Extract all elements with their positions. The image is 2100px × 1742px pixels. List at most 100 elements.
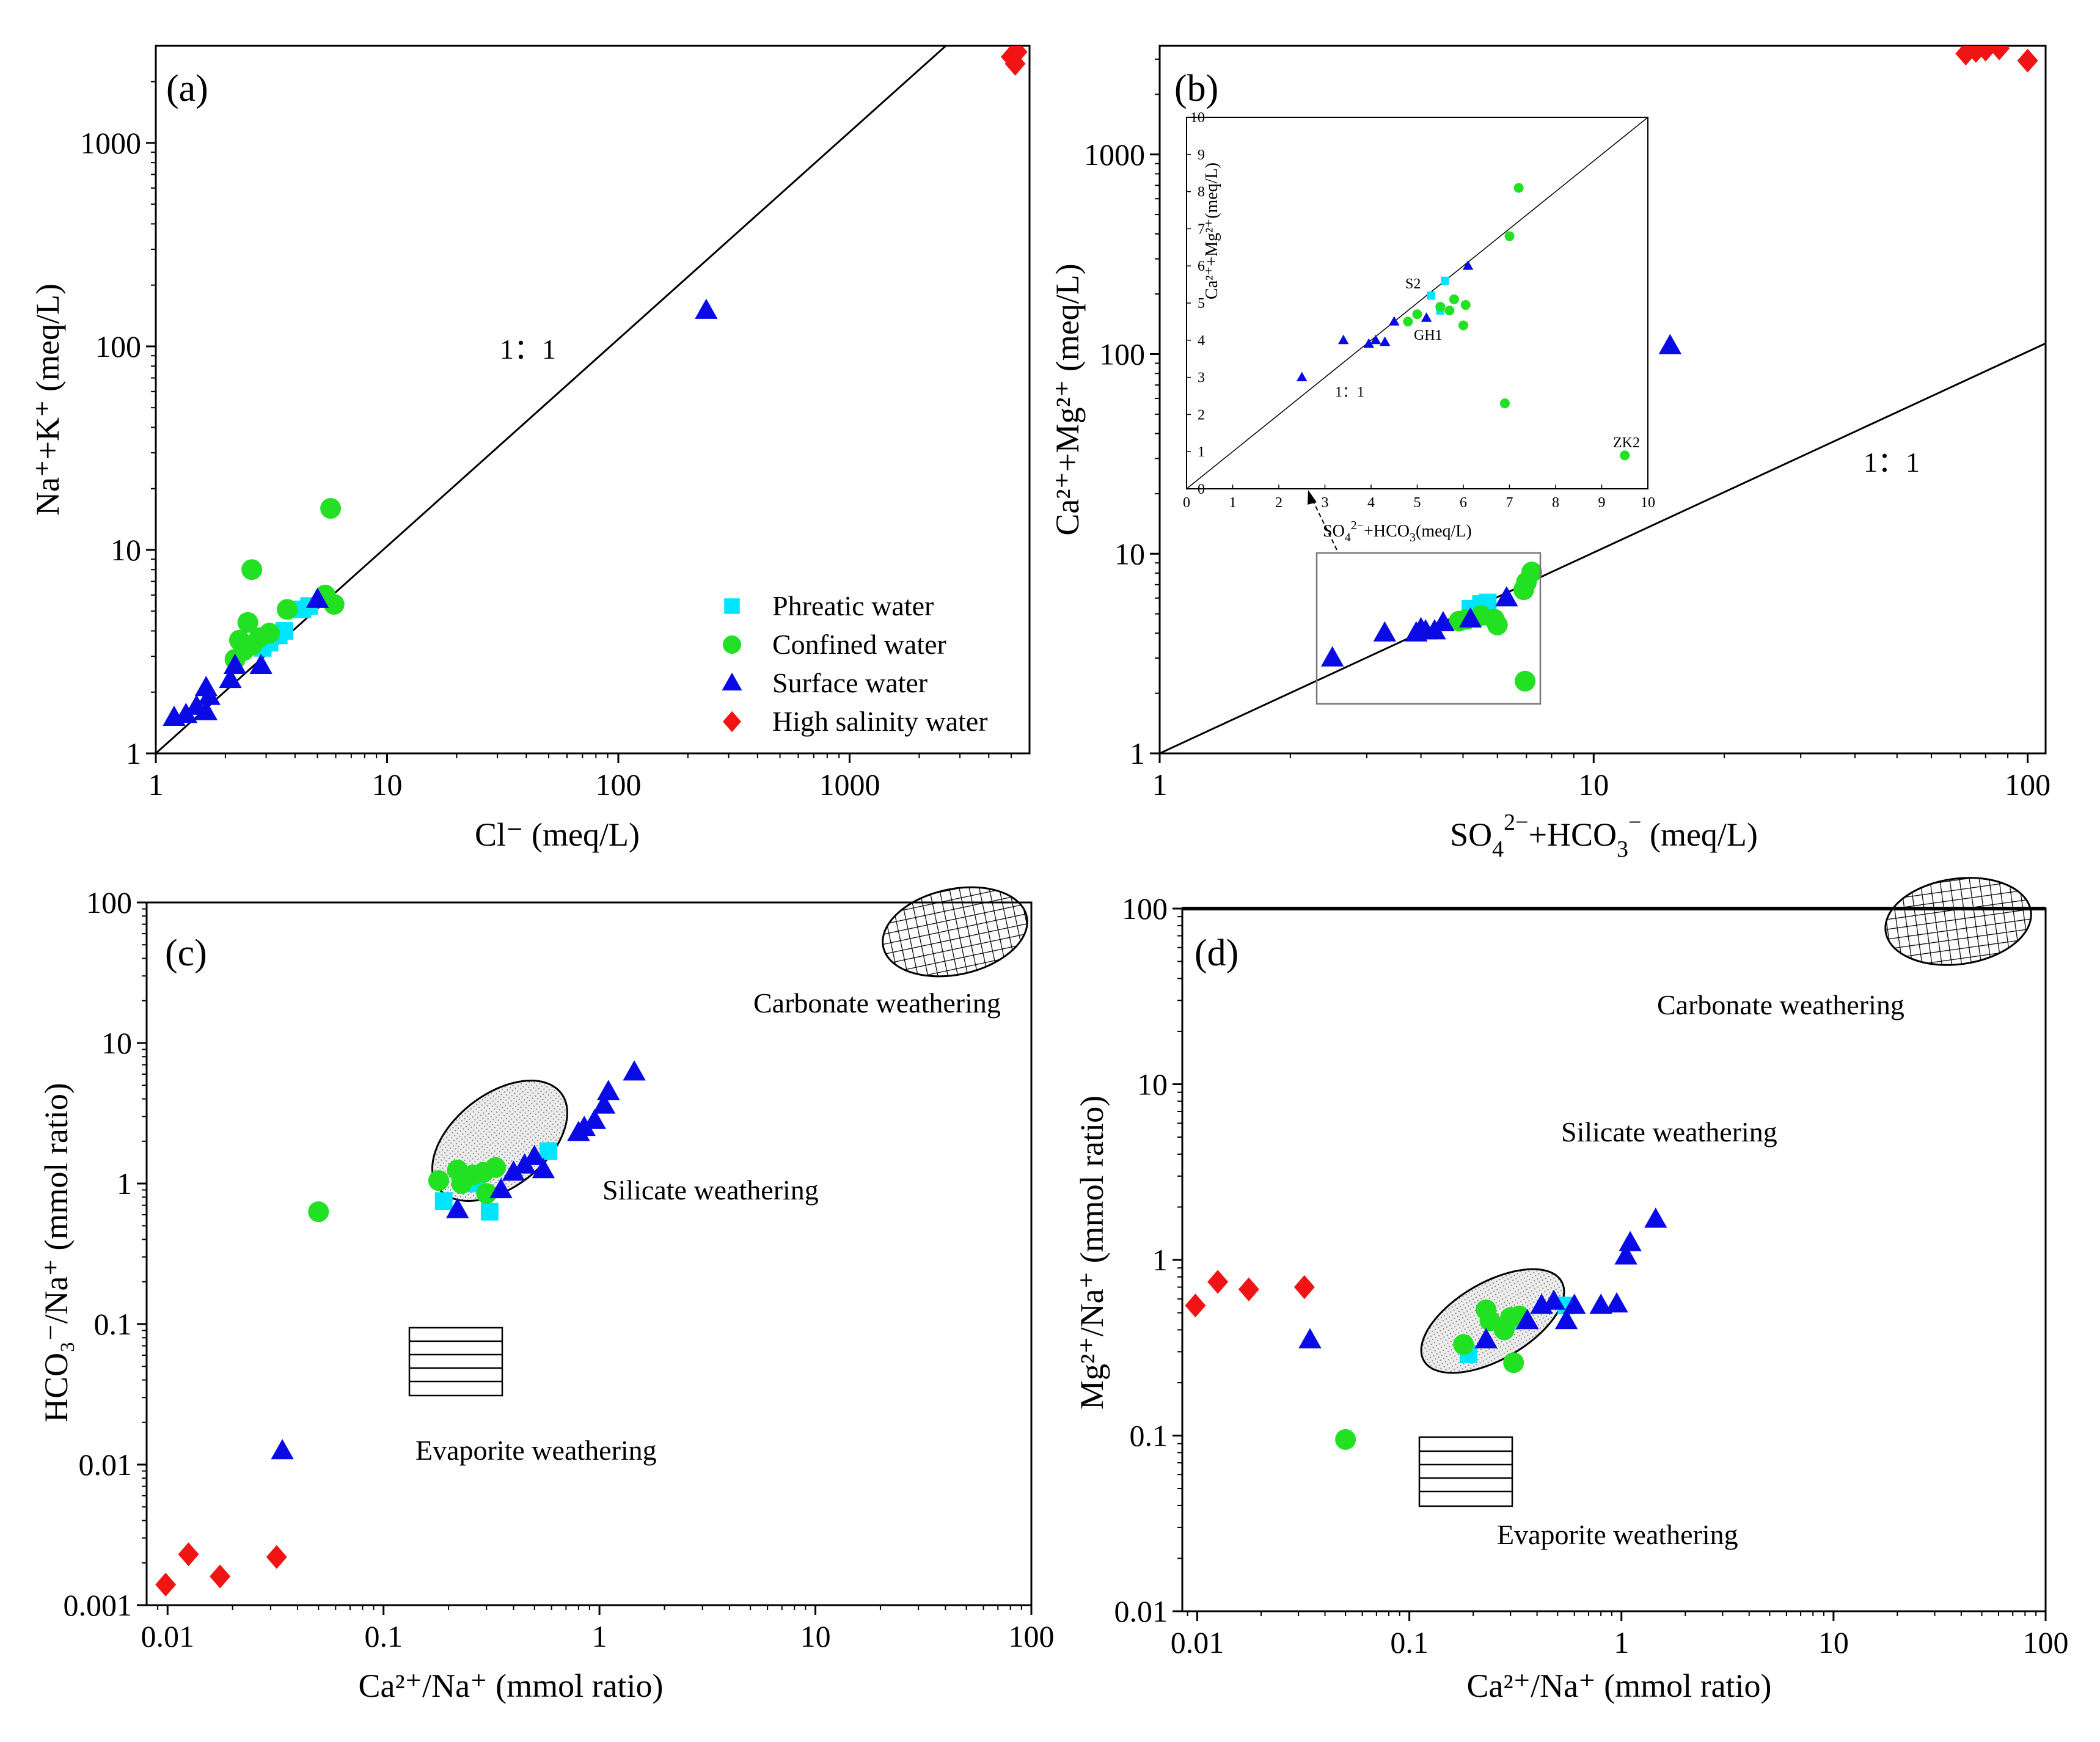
surface-point xyxy=(1516,1309,1539,1330)
confined-point xyxy=(308,1201,329,1223)
surface-point xyxy=(1554,1309,1578,1330)
points-d xyxy=(1185,1207,1667,1450)
surface-point xyxy=(573,1115,596,1136)
y-tick-label: 100 xyxy=(86,885,132,920)
inset-y-tick-label: 2 xyxy=(1198,407,1205,423)
inset-y-tick-label: 4 xyxy=(1198,333,1205,349)
surface-point xyxy=(249,653,273,674)
y-tick-label: 100 xyxy=(95,329,141,364)
confined-point xyxy=(476,1183,497,1204)
y-tick-label: 1 xyxy=(1130,736,1145,770)
inset-x-tick-label: 5 xyxy=(1414,495,1421,511)
legend-label-high_salinity: High salinity water xyxy=(772,706,988,737)
confined-point xyxy=(277,599,298,620)
confined-point xyxy=(237,612,258,633)
y-tick-label: 100 xyxy=(1099,337,1145,371)
inset-confined-point xyxy=(1620,450,1630,461)
y-tick-label: 0.1 xyxy=(1130,1419,1168,1453)
x-tick-label: 1 xyxy=(1152,767,1168,802)
confined-point xyxy=(1521,562,1542,583)
inset-surface-point xyxy=(1388,316,1400,326)
surface-point xyxy=(502,1160,525,1181)
inset-x-title: SO42−+HCO3(meq/L) xyxy=(1323,519,1472,544)
y-tick-label: 10 xyxy=(1114,536,1145,571)
inset-confined-point xyxy=(1403,317,1413,327)
evaporite-label-d: Evaporite weathering xyxy=(1497,1519,1738,1550)
inset-axes: 0 1 2 3 4 5 6 7 8 9 10 0 1 2 3 4 5 6 7 8 9 10 xyxy=(1183,110,1655,511)
x-tick-label: 1 xyxy=(1614,1625,1629,1660)
inset-confined-point xyxy=(1449,294,1459,304)
x-tick-label: 1 xyxy=(592,1619,607,1653)
x-tick-label: 0.01 xyxy=(1171,1625,1224,1660)
phreatic-point xyxy=(480,1202,499,1221)
legend-label-surface: Surface water xyxy=(772,667,927,698)
y-tick-label: 1000 xyxy=(80,126,141,160)
confined-point xyxy=(1515,670,1536,692)
confined-point xyxy=(1487,614,1508,635)
phreatic-point xyxy=(434,1192,453,1210)
panel-label-a: (a) xyxy=(166,68,208,109)
surface-point xyxy=(695,298,718,319)
x-tick-label: 100 xyxy=(595,767,641,802)
inset-x-tick-label: 8 xyxy=(1552,495,1559,511)
ref-line-b xyxy=(1160,342,2046,753)
inset-surface-point xyxy=(1296,371,1308,381)
y-tick-label: 0.01 xyxy=(1114,1594,1168,1628)
surface-point xyxy=(1563,1294,1586,1314)
inset-x-tick-label: 3 xyxy=(1322,495,1329,511)
inset-points xyxy=(1296,183,1630,461)
confined-point xyxy=(428,1170,449,1191)
inset-y-tick-label: 0 xyxy=(1198,481,1205,497)
y-tick-label: 1 xyxy=(126,736,141,770)
inset-y-tick-label: 1 xyxy=(1198,444,1205,460)
surface-point xyxy=(597,1080,620,1100)
surface-point xyxy=(532,1158,555,1179)
inset-x-tick-label: 0 xyxy=(1183,495,1190,511)
inset-y-tick-label: 6 xyxy=(1198,258,1205,274)
x-axis-title-c: Ca²⁺/Na⁺ (mmol ratio) xyxy=(358,1667,663,1704)
surface-point xyxy=(174,703,198,723)
surface-point xyxy=(583,1108,606,1129)
inset-surface-point xyxy=(1370,334,1381,345)
surface-point xyxy=(194,700,218,720)
legend-marker-confined xyxy=(723,635,741,654)
carbonate-label-c: Carbonate weathering xyxy=(753,987,1001,1019)
x-tick-label: 10 xyxy=(800,1619,831,1653)
ref-line-label-a: 1：1 xyxy=(500,334,556,365)
inset-confined-point xyxy=(1504,231,1515,241)
legend-marker-surface xyxy=(722,672,742,690)
surface-point xyxy=(1605,1292,1628,1312)
surface-point xyxy=(223,653,247,674)
carbonate-region-c xyxy=(882,886,1028,978)
high_salinity-point xyxy=(1238,1277,1259,1301)
inset-confined-point xyxy=(1458,320,1468,331)
silicate-label-d: Silicate weathering xyxy=(1561,1116,1777,1147)
x-axis-title-d: Ca²⁺/Na⁺ (mmol ratio) xyxy=(1466,1667,1771,1704)
surface-point xyxy=(1644,1207,1667,1228)
high_salinity-point xyxy=(210,1564,231,1589)
carbonate-label-d: Carbonate weathering xyxy=(1657,989,1904,1020)
y-tick-label: 10 xyxy=(101,1026,132,1060)
x-axis-title-b: SO42−+HCO3− (meq/L) xyxy=(1450,810,1758,862)
phreatic-point xyxy=(540,1142,557,1160)
confined-point xyxy=(1503,1352,1524,1374)
inset-x-tick-label: 4 xyxy=(1367,495,1375,511)
surface-point xyxy=(1589,1294,1612,1314)
surface-point xyxy=(1619,1231,1642,1251)
y-tick-label: 0.01 xyxy=(79,1447,133,1482)
legend-label-phreatic: Phreatic water xyxy=(772,590,934,621)
x-tick-label: 1 xyxy=(148,767,164,802)
x-tick-label: 10 xyxy=(1818,1625,1849,1660)
legend-marker-phreatic xyxy=(724,598,740,614)
y-axis-title-d: Mg²⁺/Na⁺ (mmol ratio) xyxy=(1074,1096,1110,1410)
inset-y-tick-label: 8 xyxy=(1198,185,1205,200)
inset-y-tick-label: 9 xyxy=(1198,147,1205,163)
confined-point xyxy=(258,623,280,644)
surface-point xyxy=(1432,611,1455,632)
y-tick-label: 0.1 xyxy=(94,1307,133,1341)
surface-point xyxy=(523,1144,546,1165)
confined-point xyxy=(320,497,342,519)
